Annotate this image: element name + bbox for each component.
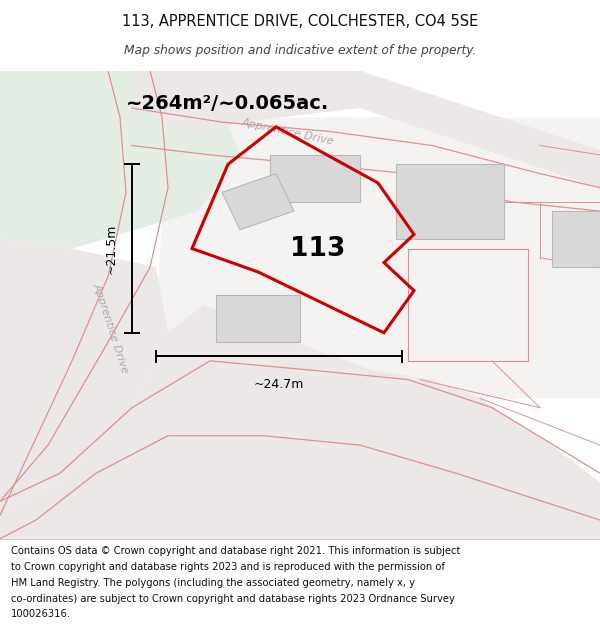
Polygon shape	[0, 304, 600, 539]
Polygon shape	[0, 71, 240, 249]
Text: Apprentice Drive: Apprentice Drive	[92, 282, 130, 374]
Text: ~264m²/~0.065ac.: ~264m²/~0.065ac.	[127, 94, 329, 113]
Text: ~24.7m: ~24.7m	[254, 378, 304, 391]
Text: 100026316.: 100026316.	[11, 609, 71, 619]
Polygon shape	[156, 118, 600, 398]
Polygon shape	[222, 174, 294, 230]
Text: ~21.5m: ~21.5m	[104, 223, 118, 274]
Text: Apprentice Drive: Apprentice Drive	[241, 117, 335, 146]
Polygon shape	[0, 239, 168, 511]
Text: 113, APPRENTICE DRIVE, COLCHESTER, CO4 5SE: 113, APPRENTICE DRIVE, COLCHESTER, CO4 5…	[122, 14, 478, 29]
Polygon shape	[216, 296, 300, 342]
Text: HM Land Registry. The polygons (including the associated geometry, namely x, y: HM Land Registry. The polygons (includin…	[11, 578, 415, 587]
Text: co-ordinates) are subject to Crown copyright and database rights 2023 Ordnance S: co-ordinates) are subject to Crown copyr…	[11, 594, 455, 604]
Polygon shape	[270, 155, 360, 202]
Text: to Crown copyright and database rights 2023 and is reproduced with the permissio: to Crown copyright and database rights 2…	[11, 562, 445, 572]
Polygon shape	[132, 71, 600, 188]
Text: Contains OS data © Crown copyright and database right 2021. This information is : Contains OS data © Crown copyright and d…	[11, 546, 460, 556]
Polygon shape	[396, 164, 504, 239]
Polygon shape	[552, 211, 600, 268]
Text: 113: 113	[290, 236, 346, 261]
Text: Map shows position and indicative extent of the property.: Map shows position and indicative extent…	[124, 44, 476, 57]
